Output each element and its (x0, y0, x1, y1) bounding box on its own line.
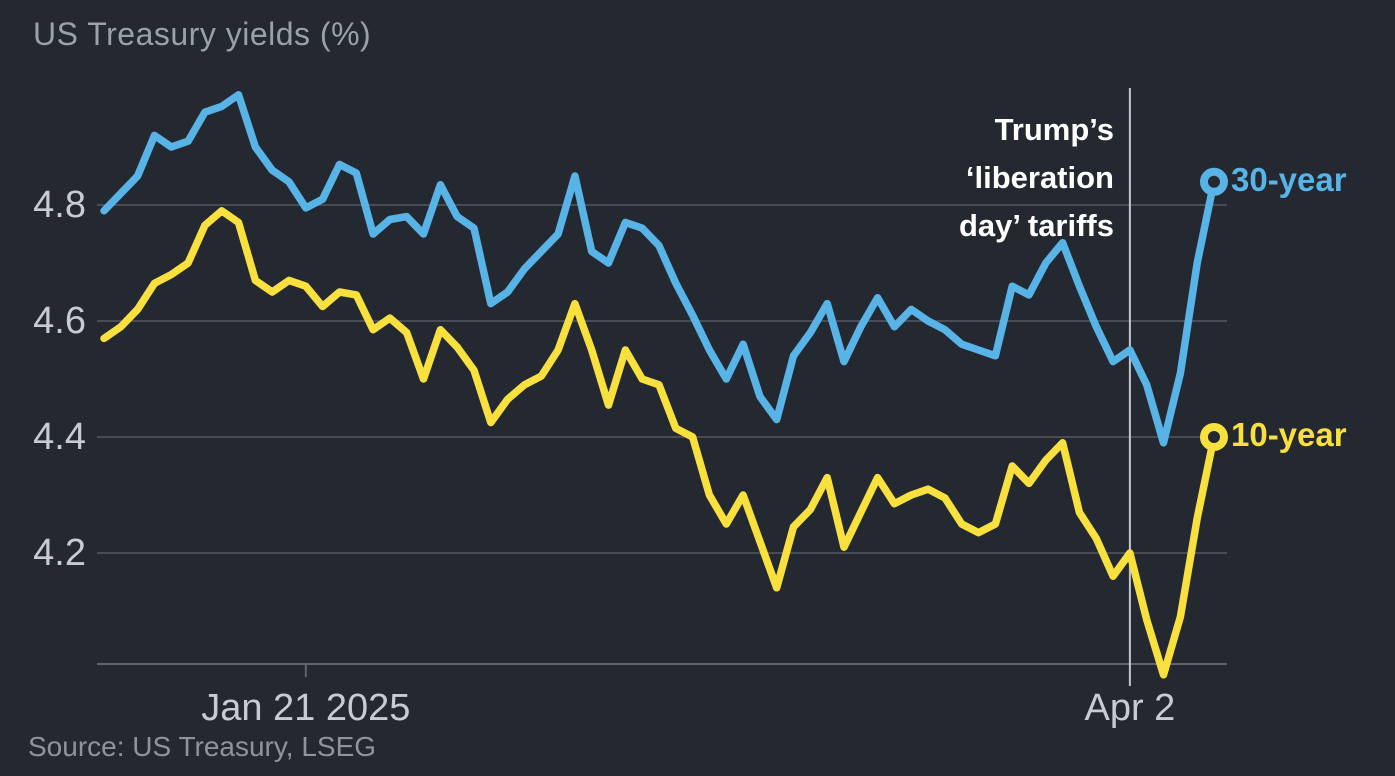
series-label-30-year: 30-year (1230, 160, 1347, 198)
y-tick-label: 4.8 (33, 184, 86, 226)
y-tick-label: 4.4 (33, 416, 86, 458)
event-annotation: Trump’s ‘liberation day’ tariffs (959, 106, 1114, 250)
event-annotation-line-3: day’ tariffs (958, 208, 1114, 243)
x-tick-label: Jan 21 2025 (201, 687, 411, 729)
y-tick-label: 4.2 (33, 532, 86, 574)
series-endpoint-10-year (1199, 423, 1228, 451)
page-title: US Treasury yields (%) (33, 16, 372, 52)
y-tick-label: 4.6 (33, 300, 86, 342)
series-label-10-year: 10-year (1230, 416, 1347, 453)
source-credit: Source: US Treasury, LSEG (28, 731, 377, 762)
series-line-30-year (100, 91, 1218, 447)
series-line-10-year (100, 207, 1218, 679)
series-endpoint-30-year (1199, 167, 1228, 196)
x-tick-label: Apr 2 (1084, 687, 1176, 729)
event-annotation-line-1: Trump’s (994, 112, 1114, 147)
event-annotation-line-2: ‘liberation (965, 160, 1114, 195)
